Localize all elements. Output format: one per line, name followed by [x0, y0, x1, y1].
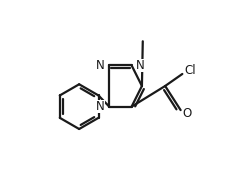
Text: N: N: [96, 100, 105, 113]
Text: Cl: Cl: [184, 64, 196, 77]
Text: N: N: [96, 59, 105, 72]
Text: N: N: [136, 59, 145, 72]
Text: O: O: [182, 107, 192, 120]
